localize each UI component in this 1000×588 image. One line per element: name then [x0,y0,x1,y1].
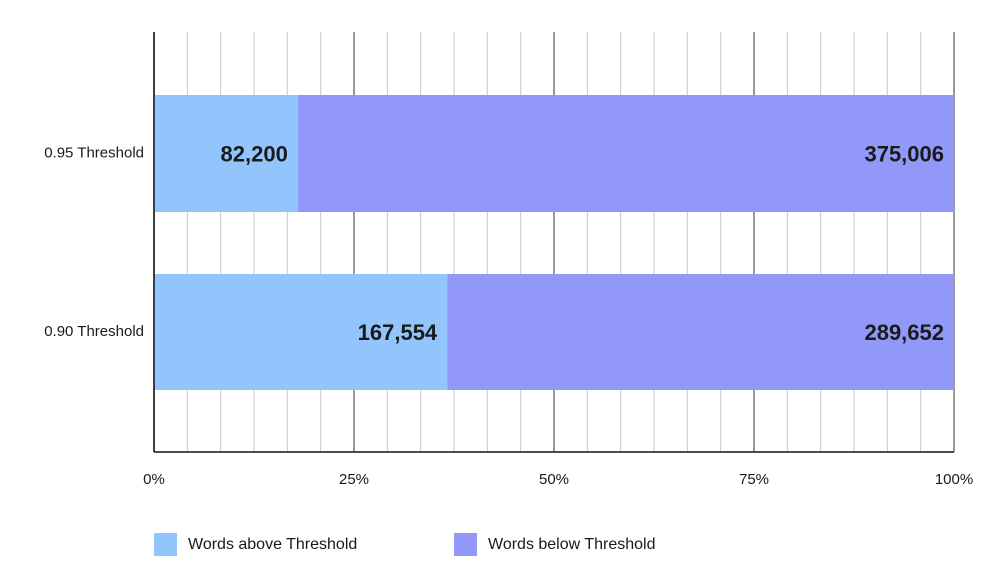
x-tick-label: 0% [143,471,165,488]
value-label: 375,006 [864,141,944,166]
bar-segment [154,95,298,212]
value-label: 167,554 [358,320,438,345]
x-tick-label: 50% [539,471,569,488]
legend-label: Words below Threshold [488,536,656,553]
y-tick-label: 0.90 Threshold [44,323,144,340]
bar-segment [297,95,954,212]
legend-swatch [154,533,177,556]
bar-segment [154,274,448,390]
value-label: 289,652 [864,320,944,345]
value-label: 82,200 [221,141,288,166]
y-tick-label: 0.95 Threshold [44,144,144,161]
x-tick-label: 75% [739,471,769,488]
bar-segment [447,274,954,390]
x-tick-label: 100% [935,471,973,488]
legend-label: Words above Threshold [188,536,357,553]
legend-swatch [454,533,477,556]
x-tick-label: 25% [339,471,369,488]
